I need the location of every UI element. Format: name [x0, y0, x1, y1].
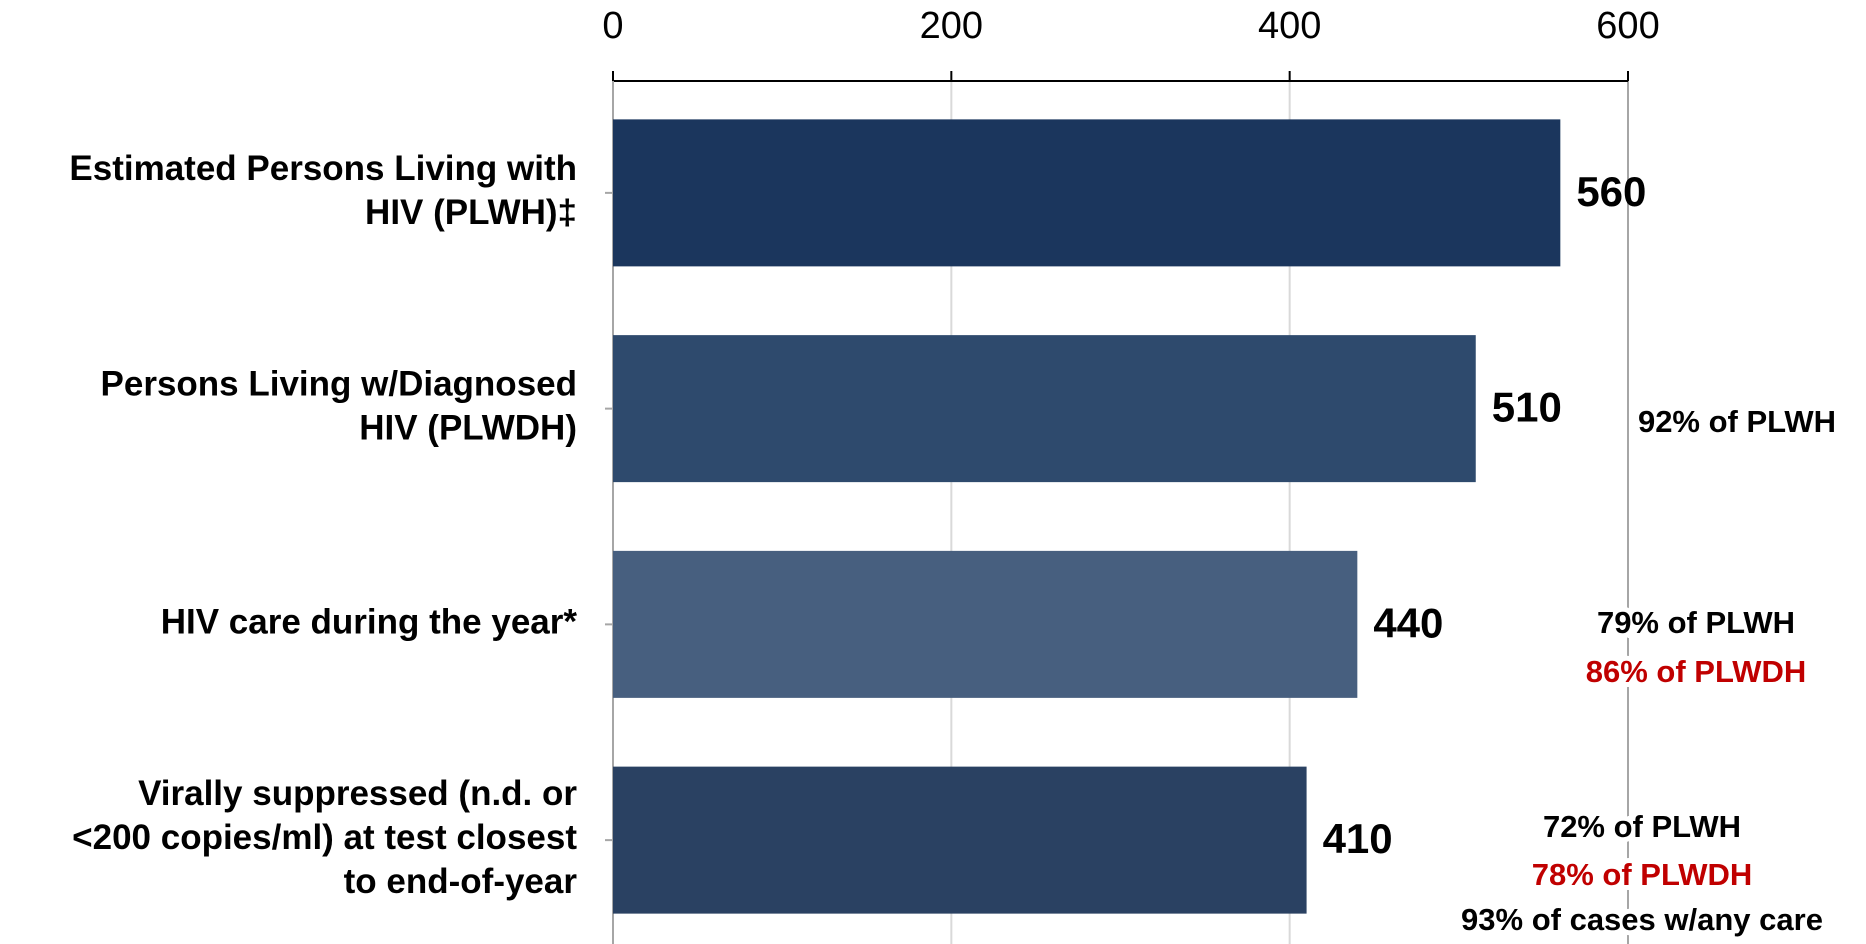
- x-tick-label: 200: [920, 5, 983, 47]
- category-label: Persons Living w/Diagnosed HIV (PLWDH): [101, 365, 577, 448]
- category-line: <200 copies/ml) at test closest: [72, 818, 577, 857]
- annotation: 79% of PLWH: [1597, 605, 1795, 640]
- category-label: Estimated Persons Living with HIV (PLWH)‡: [69, 149, 577, 232]
- category-line: HIV (PLWDH): [359, 409, 577, 448]
- category-line: HIV (PLWH)‡: [365, 193, 577, 232]
- category-line: Persons Living w/Diagnosed: [101, 365, 577, 404]
- category-line: HIV care during the year*: [161, 603, 578, 642]
- x-tick-label: 400: [1258, 5, 1321, 47]
- bar: [613, 550, 1358, 698]
- category-label: HIV care during the year*: [161, 603, 578, 642]
- x-tick-label: 600: [1596, 5, 1659, 47]
- annotation: 78% of PLWDH: [1532, 857, 1752, 892]
- annotation: 92% of PLWH: [1638, 404, 1836, 439]
- annotation: 93% of cases w/any care: [1461, 902, 1823, 937]
- bar: [613, 335, 1476, 483]
- bar: [613, 119, 1561, 267]
- x-tick-label: 0: [602, 5, 623, 47]
- value-label: 560: [1576, 168, 1646, 215]
- bar: [613, 766, 1307, 914]
- value-label: 410: [1323, 815, 1393, 862]
- category-line: Estimated Persons Living with: [69, 149, 577, 188]
- category-label: Virally suppressed (n.d. or <200 copies/m…: [72, 774, 577, 901]
- value-label: 510: [1492, 384, 1562, 431]
- category-line: Virally suppressed (n.d. or: [138, 774, 577, 813]
- value-label: 440: [1373, 599, 1443, 646]
- annotation: 72% of PLWH: [1543, 809, 1741, 844]
- annotation: 86% of PLWDH: [1586, 654, 1806, 689]
- category-line: to end-of-year: [344, 862, 578, 901]
